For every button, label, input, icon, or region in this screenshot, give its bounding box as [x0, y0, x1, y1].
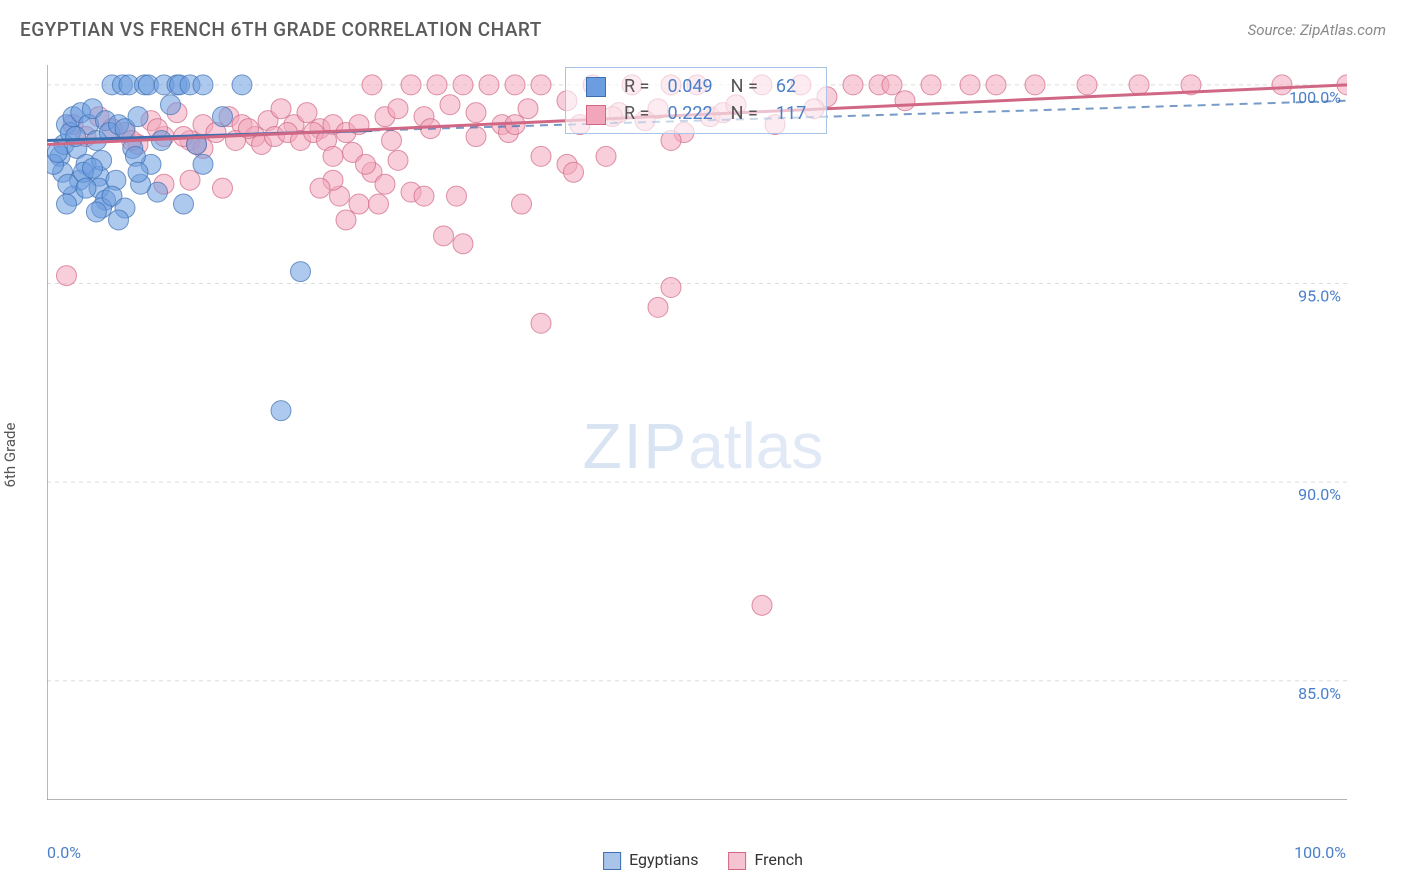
legend: Egyptians French — [603, 850, 803, 870]
scatter-plot-svg: 85.0% 90.0% 95.0% 100.0% — [47, 65, 1347, 800]
chart-header: EGYPTIAN VS FRENCH 6TH GRADE CORRELATION… — [0, 0, 1406, 51]
correlation-stats-box: R =0.049N =62R =0.222N =117 — [565, 67, 827, 134]
svg-text:100.0%: 100.0% — [1289, 88, 1341, 107]
chart-source: Source: ZipAtlas.com — [1248, 21, 1386, 39]
x-axis-min-label: 0.0% — [47, 843, 81, 862]
stats-row: R =0.049N =62 — [578, 74, 814, 99]
chart-plot-area: 85.0% 90.0% 95.0% 100.0% — [47, 65, 1347, 800]
svg-text:95.0%: 95.0% — [1298, 287, 1341, 306]
y-axis-label: 6th Grade — [1, 423, 19, 488]
svg-text:90.0%: 90.0% — [1298, 485, 1341, 504]
svg-text:85.0%: 85.0% — [1298, 684, 1341, 703]
legend-item: French — [728, 850, 802, 870]
stats-table: R =0.049N =62R =0.222N =117 — [576, 72, 816, 129]
chart-title: EGYPTIAN VS FRENCH 6TH GRADE CORRELATION… — [20, 18, 542, 41]
legend-item: Egyptians — [603, 850, 698, 870]
x-axis-max-label: 100.0% — [1294, 843, 1346, 862]
stats-row: R =0.222N =117 — [578, 101, 814, 126]
